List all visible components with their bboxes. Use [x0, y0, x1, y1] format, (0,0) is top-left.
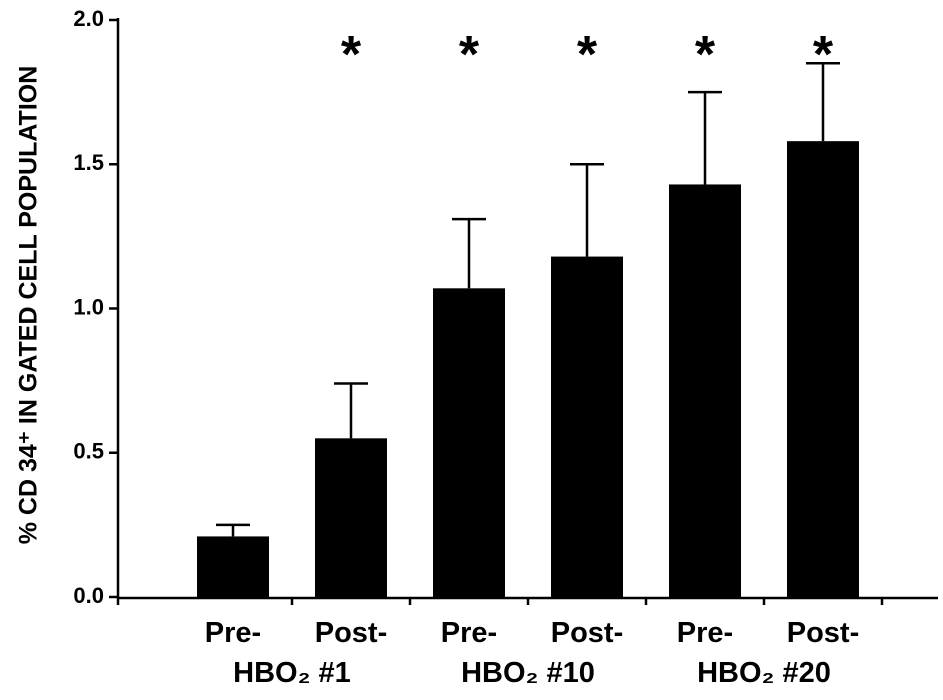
- x-group-label: HBO₂ #10: [461, 657, 595, 689]
- significance-marker: *: [695, 26, 716, 84]
- x-group-label: HBO₂ #20: [697, 657, 831, 689]
- x-tick-label: Pre-: [441, 617, 497, 649]
- x-tick-label: Post-: [787, 617, 860, 649]
- x-tick-label: Pre-: [677, 617, 733, 649]
- bar: [787, 141, 859, 598]
- significance-marker: *: [341, 26, 362, 84]
- y-tick-label: 1.0: [73, 294, 104, 319]
- significance-marker: *: [813, 26, 834, 84]
- y-tick-label: 0.5: [73, 439, 104, 464]
- bar: [551, 256, 623, 597]
- y-axis-title: % CD 34⁺ IN GATED CELL POPULATION: [15, 66, 43, 545]
- bar: [669, 184, 741, 597]
- significance-marker: *: [459, 26, 480, 84]
- y-tick-label: 0.0: [73, 583, 104, 608]
- y-tick-label: 2.0: [73, 6, 104, 31]
- bar: [197, 536, 269, 597]
- significance-marker: *: [577, 26, 598, 84]
- x-group-label: HBO₂ #1: [233, 657, 351, 689]
- x-tick-label: Post-: [315, 617, 388, 649]
- x-tick-label: Pre-: [205, 617, 261, 649]
- bar: [433, 288, 505, 597]
- y-tick-label: 1.5: [73, 150, 104, 175]
- x-tick-label: Post-: [551, 617, 624, 649]
- bar: [315, 438, 387, 597]
